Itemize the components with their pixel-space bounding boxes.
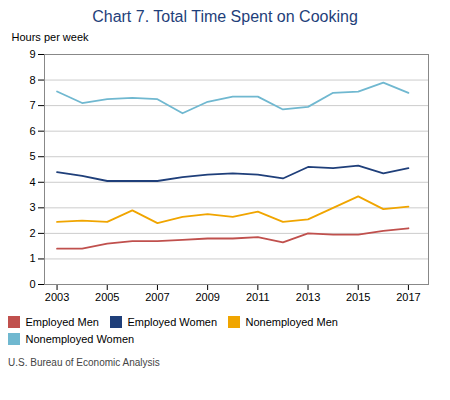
html-text:Chart 7. Total Time Spent on C: Chart 7. Total Time Spent on Cooking	[92, 8, 358, 25]
svg-text:2: 2	[29, 227, 35, 239]
svg-text:8: 8	[29, 74, 35, 86]
svg-text:2011: 2011	[246, 291, 270, 303]
svg-text:6: 6	[29, 125, 35, 137]
svg-text:2005: 2005	[95, 291, 119, 303]
svg-text:4: 4	[29, 176, 35, 188]
html-text:Employed Women: Employed Women	[127, 316, 217, 329]
svg-text:2015: 2015	[346, 291, 370, 303]
svg-text:3: 3	[29, 201, 35, 213]
html-text:U.S. Bureau of Economic Analys: U.S. Bureau of Economic Analysis	[8, 356, 160, 368]
svg-text:5: 5	[29, 150, 35, 162]
svg-text:Hours per week: Hours per week	[12, 31, 90, 43]
svg-text:2013: 2013	[296, 291, 320, 303]
html-text:Nonemployed Men: Nonemployed Men	[245, 316, 338, 329]
svg-text:0: 0	[29, 278, 35, 290]
svg-text:2017: 2017	[396, 291, 420, 303]
html-text:Employed Men: Employed Men	[25, 316, 99, 329]
svg-text:2009: 2009	[195, 291, 219, 303]
svg-text:2007: 2007	[145, 291, 169, 303]
svg-text:2003: 2003	[45, 291, 69, 303]
svg-text:9: 9	[29, 48, 35, 60]
svg-text:7: 7	[29, 99, 35, 111]
html-text:Nonemployed Women: Nonemployed Women	[25, 332, 135, 345]
svg-text:1: 1	[29, 252, 35, 264]
